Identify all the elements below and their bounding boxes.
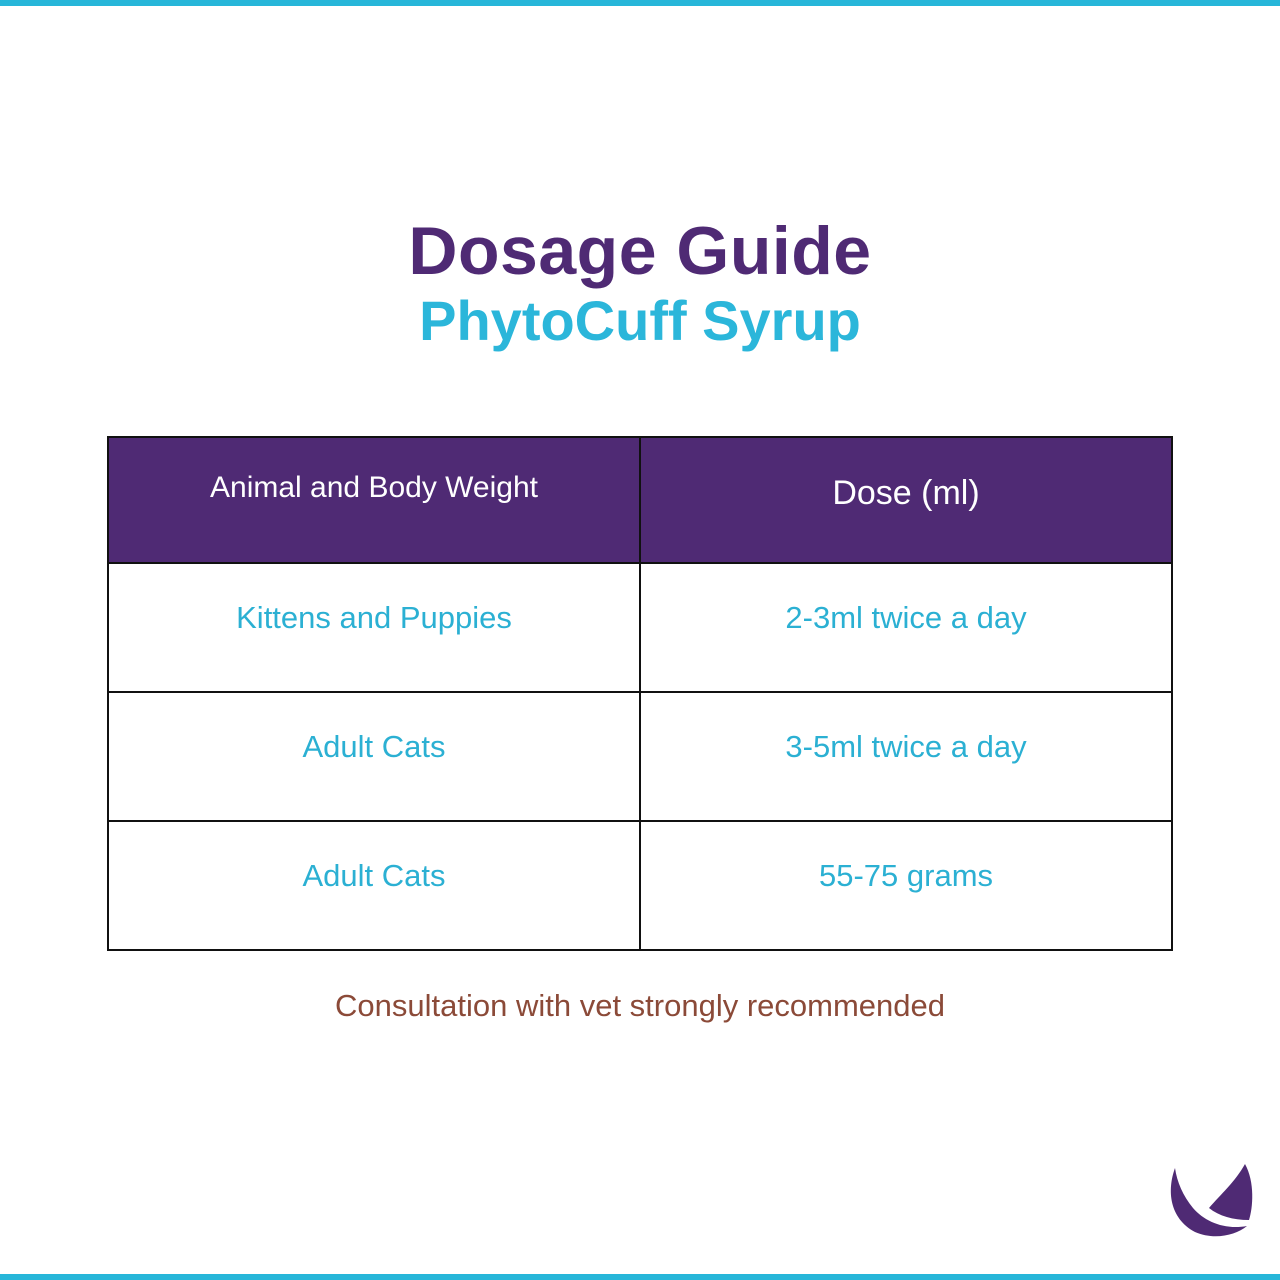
page-title: Dosage Guide: [408, 213, 872, 289]
product-subtitle: PhytoCuff Syrup: [419, 289, 861, 352]
vet-consultation-note: Consultation with vet strongly recommend…: [335, 988, 945, 1023]
top-accent-bar: [0, 0, 1280, 6]
table-row: Adult Cats 55-75 grams: [107, 820, 1173, 951]
dose-cell: 3-5ml twice a day: [639, 691, 1173, 822]
column-header-animal: Animal and Body Weight: [107, 436, 641, 564]
dose-cell: 2-3ml twice a day: [639, 562, 1173, 693]
animal-cell: Adult Cats: [107, 691, 641, 822]
bottom-accent-bar: [0, 1274, 1280, 1280]
animal-cell: Kittens and Puppies: [107, 562, 641, 693]
table-header-row: Animal and Body Weight Dose (ml): [107, 436, 1173, 564]
table-row: Kittens and Puppies 2-3ml twice a day: [107, 562, 1173, 693]
dosage-table: Animal and Body Weight Dose (ml) Kittens…: [107, 436, 1173, 951]
animal-cell: Adult Cats: [107, 820, 641, 951]
column-header-dose: Dose (ml): [639, 436, 1173, 564]
table-row: Adult Cats 3-5ml twice a day: [107, 691, 1173, 822]
brand-logo-icon: [1170, 1164, 1253, 1237]
dose-cell: 55-75 grams: [639, 820, 1173, 951]
